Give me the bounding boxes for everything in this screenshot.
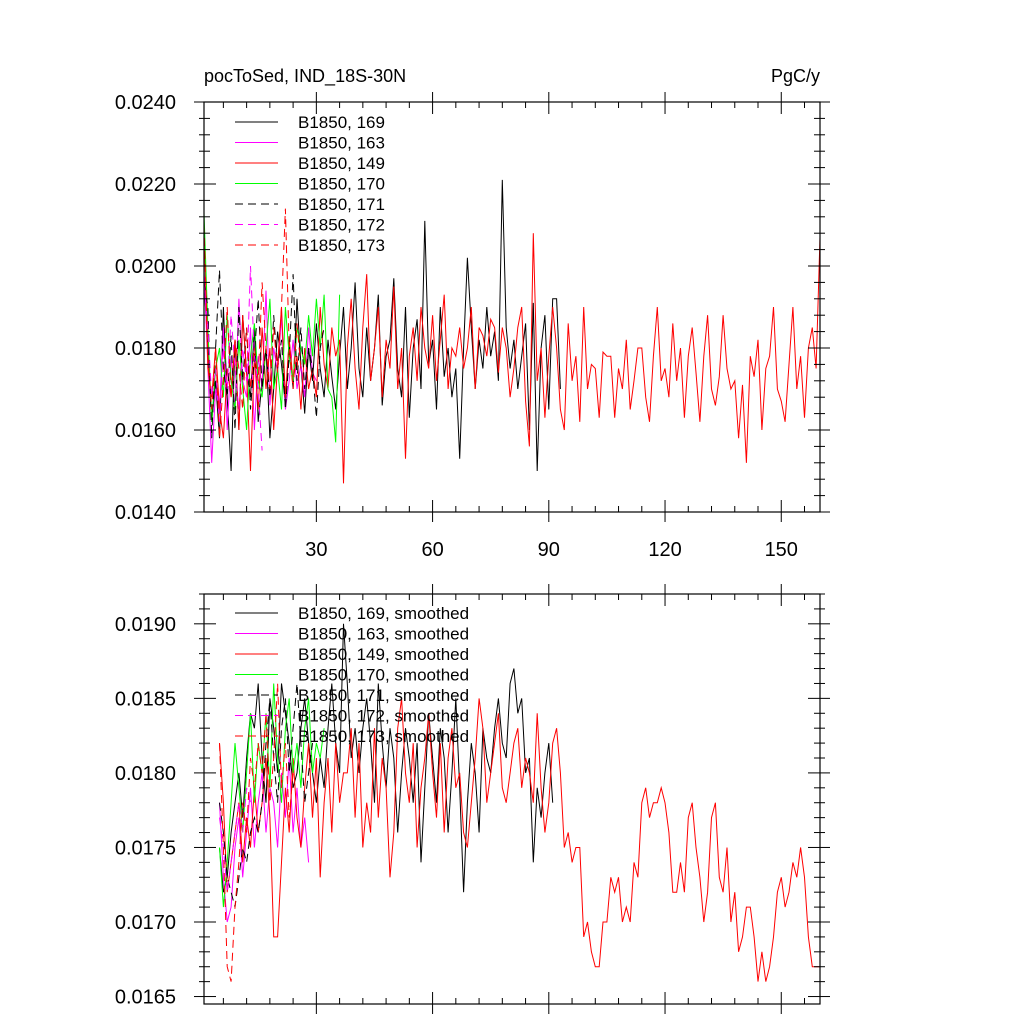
y-tick-label: 0.0190 (115, 614, 176, 636)
legend-label: B1850, 171, smoothed (298, 686, 469, 705)
series-line-bottom-5 (219, 787, 251, 893)
series-line-top-0 (204, 179, 561, 472)
legend-label: B1850, 171 (298, 195, 385, 214)
legend-label: B1850, 163, smoothed (298, 625, 469, 644)
y-tick-label: 0.0160 (115, 420, 176, 442)
x-tick-label: 150 (765, 539, 798, 561)
x-tick-label: 90 (538, 539, 560, 561)
series-line-top-6 (204, 208, 302, 439)
series-line-bottom-6 (219, 683, 294, 982)
legend-label: B1850, 170 (298, 175, 385, 194)
legend-label: B1850, 170, smoothed (298, 666, 469, 685)
y-tick-label: 0.0185 (115, 688, 176, 710)
legend-label: B1850, 169, smoothed (298, 604, 469, 623)
chart-units: PgC/y (771, 66, 820, 86)
plot-frame (203, 593, 821, 1005)
y-tick-label: 0.0140 (115, 502, 176, 524)
series-line-bottom-0 (219, 623, 554, 893)
y-tick-label: 0.0175 (115, 837, 176, 859)
chart-title: pocToSed, IND_18S-30N (204, 66, 406, 87)
legend-label: B1850, 149, smoothed (298, 645, 469, 664)
legend-label: B1850, 169 (298, 113, 385, 132)
y-tick-label: 0.0180 (115, 338, 176, 360)
y-tick-label: 0.0165 (115, 987, 176, 1009)
series-line-bottom-1 (219, 757, 310, 923)
series-line-bottom-3 (219, 683, 325, 908)
x-tick-label: 30 (305, 539, 327, 561)
y-tick-label: 0.0220 (115, 174, 176, 196)
top-panel: 0.0140 0.0160 0.0180 0.0200 0.0220 0.0240 30 60… (115, 66, 830, 561)
legend-label: B1850, 173 (298, 236, 385, 255)
legend-label: B1850, 172, smoothed (298, 707, 469, 726)
legend-label: B1850, 172 (298, 216, 385, 235)
y-tick-label: 0.0180 (115, 763, 176, 785)
y-tick-label: 0.0240 (115, 92, 176, 114)
x-tick-label: 120 (648, 539, 681, 561)
legend-label: B1850, 173, smoothed (298, 727, 469, 746)
bottom-panel: 0.0165 0.0170 0.0175 0.0180 0.0185 0.0190 B185… (115, 584, 830, 1014)
series-line-top-2 (204, 220, 820, 484)
series-line-top-5 (204, 265, 263, 451)
series-line-top-4 (204, 270, 325, 439)
series-line-bottom-2 (219, 698, 820, 982)
legend-label: B1850, 163 (298, 134, 385, 153)
x-tick-label: 60 (421, 539, 443, 561)
y-tick-label: 0.0200 (115, 256, 176, 278)
legend-label: B1850, 149 (298, 154, 385, 173)
plot-frame (203, 101, 821, 513)
y-tick-label: 0.0170 (115, 912, 176, 934)
